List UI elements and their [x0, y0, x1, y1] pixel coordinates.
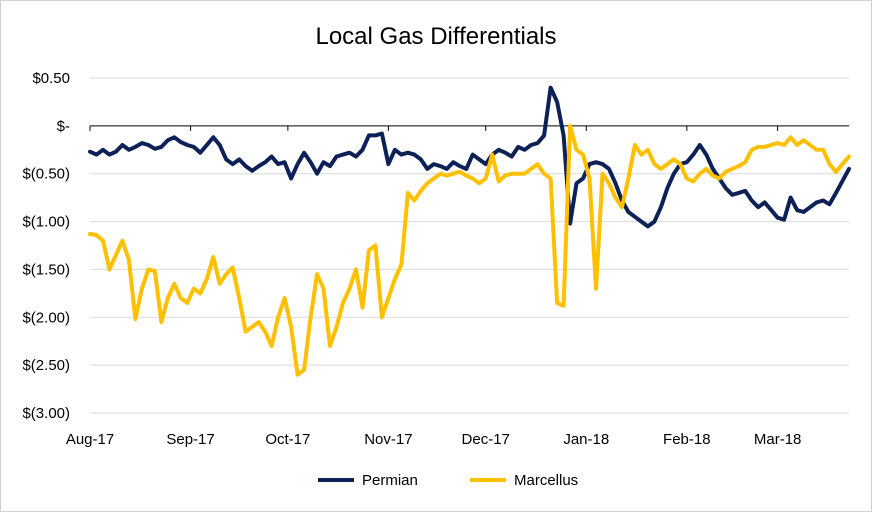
y-tick-label: $(1.00) [22, 214, 70, 231]
x-axis: Aug-17 Sep-17 Oct-17 Nov-17 Dec-17 Jan-18 Feb-… [66, 125, 849, 448]
x-tick-label: Nov-17 [364, 431, 412, 448]
y-tick-label: $(3.00) [22, 405, 70, 422]
x-tick-label: Dec-17 [462, 431, 510, 448]
y-tick-label: $(1.50) [22, 261, 70, 278]
x-tick-label: Jan-18 [563, 431, 609, 448]
y-tick-label: $(0.50) [22, 166, 70, 183]
legend-label: Marcellus [514, 472, 578, 489]
y-axis-ticks: $0.50 $- $(0.50) $(1.00) $(1.50) $(2.00) $(2.5… [22, 70, 70, 422]
series-line-permian [88, 85, 851, 229]
gridlines [90, 77, 849, 414]
legend-label: Permian [362, 472, 418, 489]
y-tick-label: $0.50 [32, 70, 70, 87]
x-tick-label: Mar-18 [754, 431, 802, 448]
y-tick-label: $(2.00) [22, 309, 70, 326]
x-tick-label: Sep-17 [166, 431, 214, 448]
x-tick-label: Feb-18 [663, 431, 711, 448]
chart-title: Local Gas Differentials [315, 23, 556, 50]
x-tick-label: Oct-17 [265, 431, 310, 448]
series-line-marcellus [88, 123, 851, 377]
y-tick-label: $(2.50) [22, 357, 70, 374]
x-tick-label: Aug-17 [66, 431, 114, 448]
legend: Permian Marcellus [318, 472, 578, 489]
series-lines [88, 85, 851, 377]
y-tick-label: $- [57, 118, 70, 135]
